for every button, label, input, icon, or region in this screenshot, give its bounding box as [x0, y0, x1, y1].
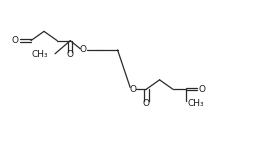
Text: CH₃: CH₃	[187, 99, 204, 108]
Text: O: O	[130, 85, 137, 94]
Text: O: O	[143, 99, 150, 108]
Text: O: O	[198, 85, 205, 94]
Text: O: O	[80, 45, 87, 54]
Text: CH₃: CH₃	[31, 50, 48, 59]
Text: O: O	[67, 50, 74, 59]
Text: O: O	[12, 36, 19, 45]
